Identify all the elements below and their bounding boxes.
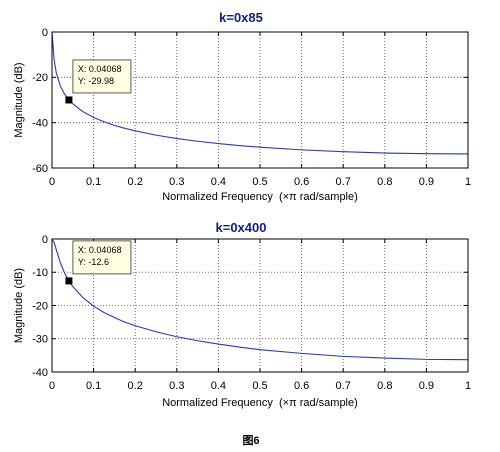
datatip-x-text: X: 0.04068 — [78, 64, 122, 74]
x-tick-label: 0.6 — [294, 380, 309, 392]
y-tick-label: -40 — [32, 118, 48, 130]
x-tick-label: 0.8 — [377, 176, 392, 188]
datatip-box — [72, 59, 132, 94]
plot-frame — [51, 238, 469, 373]
x-axis-label: Normalized Frequency (×π rad/sample) — [162, 191, 358, 203]
x-tick-label: 1 — [465, 176, 471, 188]
y-axis-label: Magnitude (dB) — [13, 62, 25, 137]
y-tick-label: -20 — [32, 72, 48, 84]
datatip-y-text: Y: -12.6 — [78, 257, 109, 267]
y-tick-label: -60 — [32, 163, 48, 175]
x-tick-label: 0.6 — [294, 176, 309, 188]
datatip-marker — [65, 96, 73, 104]
x-tick-label: 0.7 — [336, 176, 351, 188]
x-tick-label: 0.5 — [252, 176, 267, 188]
y-tick-label: -40 — [32, 367, 48, 379]
datatip-y-text: Y: -29.98 — [78, 76, 114, 86]
x-tick-label: 0 — [49, 176, 55, 188]
x-tick-label: 0.8 — [377, 380, 392, 392]
x-tick-label: 0.7 — [336, 380, 351, 392]
x-tick-label: 0.9 — [419, 380, 434, 392]
magnitude-plot-top: 0 0.1 0.2 0.3 0.4 0.5 0.6 0.7 0.8 0.9 1 0 -20 -40 -60 k… — [13, 10, 471, 203]
plot-area — [52, 32, 468, 168]
x-tick-label: 0.9 — [419, 176, 434, 188]
x-tick-label: 0.2 — [128, 380, 143, 392]
y-tick-label: -20 — [32, 300, 48, 312]
x-tick-label: 0.4 — [211, 176, 226, 188]
datatip-x-text: X: 0.04068 — [78, 245, 122, 255]
y-tick-label: 0 — [42, 234, 48, 246]
x-tick-label: 0.3 — [169, 176, 184, 188]
series-line — [51, 238, 469, 361]
datatip-marker — [65, 277, 73, 285]
chart-title: k=0x85 — [219, 10, 263, 25]
series-line — [51, 31, 469, 155]
y-tick-label: 0 — [42, 27, 48, 39]
datatip-box — [72, 240, 132, 275]
x-tick-label: 0.4 — [211, 380, 226, 392]
x-tick-label: 1 — [465, 380, 471, 392]
y-axis-label: Magnitude (dB) — [13, 268, 25, 343]
x-axis-label: Normalized Frequency (×π rad/sample) — [162, 397, 358, 409]
y-tick-label: -10 — [32, 267, 48, 279]
chart-title: k=0x400 — [216, 220, 267, 235]
x-tick-label: 0 — [49, 380, 55, 392]
x-tick-label: 0.3 — [169, 380, 184, 392]
plot-frame — [51, 31, 469, 169]
x-tick-label: 0.5 — [252, 380, 267, 392]
figure-caption: 图6 — [242, 434, 259, 447]
x-tick-label: 0.1 — [86, 380, 101, 392]
magnitude-plot-bottom: 0 0.1 0.2 0.3 0.4 0.5 0.6 0.7 0.8 0.9 1 0 -10 -20 -30 -… — [13, 220, 471, 409]
x-tick-label: 0.1 — [86, 176, 101, 188]
y-tick-label: -30 — [32, 334, 48, 346]
x-tick-label: 0.2 — [128, 176, 143, 188]
